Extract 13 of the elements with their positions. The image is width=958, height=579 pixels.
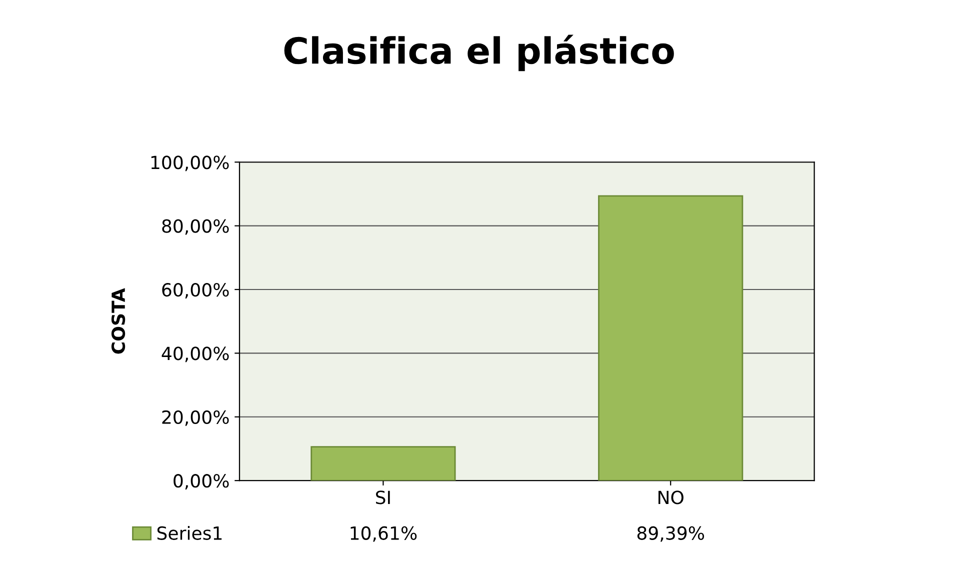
x-tick-label: SI [376,490,390,504]
chart-title: Clasifica el plástico [284,34,674,72]
data-label: 10,61% [350,526,417,542]
y-tick-label: 20,00% [162,410,229,426]
y-tick-label: 100,00% [151,156,229,172]
y-tick-label: 0,00% [174,474,229,490]
x-tick-label: NO [658,490,684,504]
data-label: 89,39% [637,526,704,542]
y-tick-label: 40,00% [162,346,229,362]
y-tick-label: 60,00% [162,282,229,298]
y-tick-label: 80,00% [162,219,229,235]
legend-label: Series1 [157,526,222,540]
y-axis-title: COSTA [111,288,126,354]
